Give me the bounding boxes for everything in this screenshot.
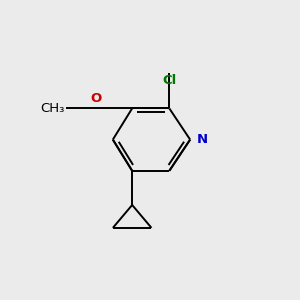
Text: N: N (197, 133, 208, 146)
Text: Cl: Cl (162, 74, 176, 87)
Text: CH₃: CH₃ (40, 102, 65, 115)
Text: O: O (90, 92, 101, 105)
